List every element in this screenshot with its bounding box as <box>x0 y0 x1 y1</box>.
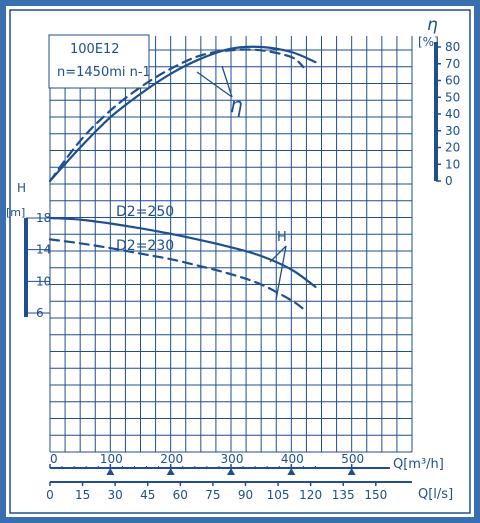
eta-leader-line-1 <box>196 71 233 98</box>
h-axis-tick-label: 18 <box>36 211 51 225</box>
q-axis-tick-label: 500 <box>341 452 364 466</box>
eta-axis-tick-label: 30 <box>445 124 460 138</box>
ls-axis-tick-label: 30 <box>108 488 123 502</box>
ls-axis-tick-label: 0 <box>46 488 54 502</box>
efficiency-curve-solid <box>48 45 317 183</box>
title-box-mask <box>49 35 149 88</box>
labels: 100E12 n=1450mi n-1 η H D2=250 D2=230 η … <box>6 15 453 502</box>
q-axis-label: Q[m³/h] <box>393 457 444 472</box>
ls-axis-tick-label: 45 <box>140 488 155 502</box>
q-axis-marker <box>106 468 115 475</box>
q-axis-marker <box>227 468 235 475</box>
h-curve-label: H <box>277 230 287 245</box>
h-axis-unit: [m] <box>6 206 25 219</box>
chart-subtitle: n=1450mi n-1 <box>57 65 151 80</box>
series-label-d2-250: D2=250 <box>116 204 174 220</box>
eta-curve-label: η <box>230 93 243 117</box>
ls-axis-label: Q[l/s] <box>418 487 453 502</box>
eta-axis-tick-label: 0 <box>445 174 453 188</box>
series-label-d2-230: D2=230 <box>116 238 174 254</box>
ls-axis-tick-label: 105 <box>267 488 290 502</box>
paper-background <box>6 6 474 517</box>
head-curve-solid <box>48 216 317 288</box>
h-axis-tick-label: 10 <box>36 274 51 288</box>
h-leader-line-1 <box>269 245 287 263</box>
title-box-border <box>48 34 150 89</box>
q-axis-tick-label: 200 <box>160 452 183 466</box>
q-axis-tick-label: 400 <box>281 452 304 466</box>
eta-axis-tick-label: 40 <box>445 107 460 121</box>
h-axis-tick-label: 6 <box>36 306 44 320</box>
eta-leader-line-2 <box>221 65 233 98</box>
ls-axis-tick-label: 90 <box>238 488 253 502</box>
q-axis-tick-label: 100 <box>100 452 123 466</box>
ls-axis-tick-label: 135 <box>332 488 355 502</box>
q-axis-tick-label: 300 <box>221 452 244 466</box>
curves <box>48 45 317 311</box>
h-axis-tick-label: 14 <box>36 243 51 257</box>
q-axis-marker <box>347 468 356 475</box>
eta-axis-tick-label: 50 <box>445 90 460 104</box>
q-axis-marker <box>166 468 175 475</box>
eta-axis-tick-label: 20 <box>445 141 460 155</box>
ls-axis-tick-label: 150 <box>364 488 387 502</box>
h-leader-line-2 <box>275 245 287 301</box>
ls-axis-tick-label: 75 <box>205 488 220 502</box>
h-axis-symbol: H <box>17 181 26 195</box>
eta-axis-symbol: η <box>427 15 438 35</box>
ls-axis-tick-label: 15 <box>75 488 90 502</box>
efficiency-curve-dashed <box>48 48 305 183</box>
q-axis-tick-label: 0 <box>50 452 58 466</box>
q-axis-marker <box>287 468 296 475</box>
eta-axis-tick-label: 60 <box>445 74 460 88</box>
chart-title: 100E12 <box>70 42 120 57</box>
ls-axis-tick-label: 60 <box>173 488 188 502</box>
ls-axis-tick-label: 120 <box>299 488 322 502</box>
eta-axis-tick-label: 80 <box>445 40 460 54</box>
eta-axis-unit: [%] <box>418 35 439 49</box>
eta-axis-tick-label: 70 <box>445 57 460 71</box>
eta-axis-tick-label: 10 <box>445 157 460 171</box>
paper-inner-border <box>9 9 471 514</box>
